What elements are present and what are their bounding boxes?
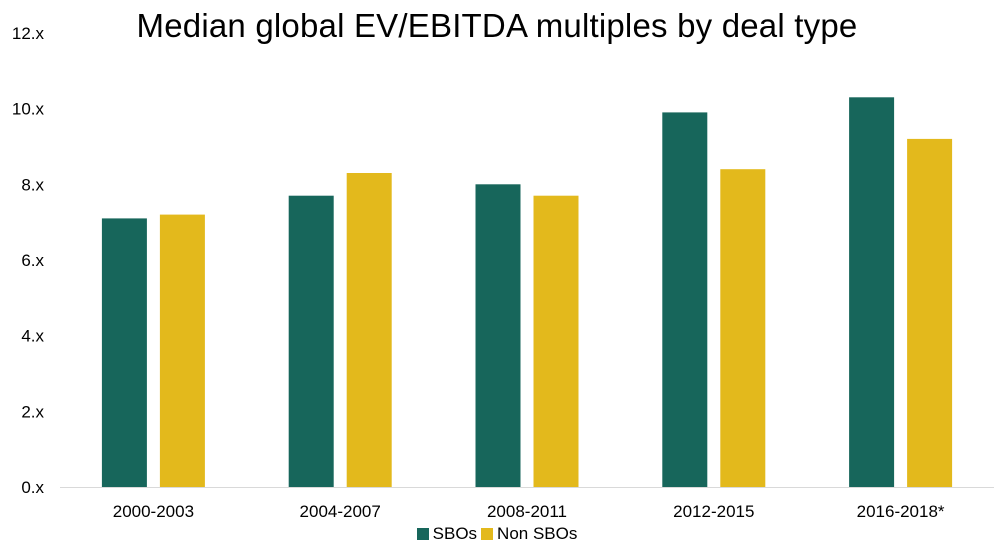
y-tick-label: 10.x: [12, 100, 45, 119]
bar-non-sbos-2000-2003: [159, 214, 205, 487]
bar-sbos-2012-2015: [662, 112, 708, 488]
x-tick-label: 2000-2003: [113, 502, 194, 521]
x-tick-label: 2012-2015: [673, 502, 754, 521]
y-tick-label: 8.x: [21, 175, 44, 194]
y-tick-label: 6.x: [21, 251, 44, 270]
bar-non-sbos-2016-2018: [907, 138, 953, 487]
bar-non-sbos-2008-2011: [533, 195, 579, 487]
bar-sbos-2008-2011: [475, 184, 521, 488]
x-tick-label: 2004-2007: [300, 502, 381, 521]
x-axis-tick-labels: 2000-2003 2004-2007 2008-2011 2012-2015 2016…: [113, 502, 945, 521]
legend: SBOs Non SBOs: [0, 524, 994, 544]
legend-swatch: [416, 528, 429, 540]
legend-label: Non SBOs: [497, 524, 578, 543]
legend-item: Non SBOs: [481, 524, 577, 544]
legend-swatch: [481, 528, 494, 540]
y-tick-label: 12.x: [12, 24, 45, 43]
y-tick-label: 2.x: [21, 402, 44, 421]
bar-sbos-2000-2003: [101, 218, 147, 487]
y-tick-label: 4.x: [21, 327, 44, 346]
legend-item: SBOs: [416, 524, 478, 544]
legend-label: SBOs: [432, 524, 478, 543]
bars: [101, 97, 953, 488]
y-axis-tick-labels: 0.x 2.x 4.x 6.x 8.x 10.x 12.x: [12, 24, 45, 497]
bar-non-sbos-2012-2015: [720, 169, 766, 487]
y-tick-label: 0.x: [21, 478, 44, 497]
bar-non-sbos-2004-2007: [346, 173, 392, 487]
x-tick-label: 2016-2018*: [857, 502, 945, 521]
bar-sbos-2016-2018: [849, 97, 895, 488]
chart-title: Median global EV/EBITDA multiples by dea…: [136, 7, 858, 44]
x-tick-label: 2008-2011: [487, 502, 567, 521]
bar-sbos-2004-2007: [288, 195, 334, 487]
